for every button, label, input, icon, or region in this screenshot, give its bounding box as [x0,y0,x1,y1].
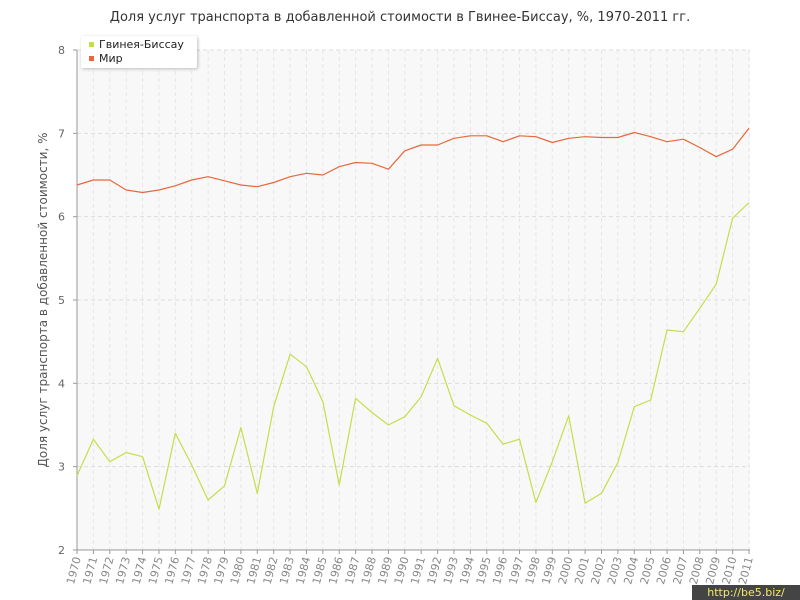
series-lines [76,127,750,510]
y-tick-label: 4 [58,377,65,390]
legend-swatch [89,41,94,47]
grid-lines [76,49,750,550]
y-axis-label: Доля услуг транспорта в добавленной стои… [36,133,50,468]
legend-label: Мир [99,52,123,65]
y-tick-label: 2 [58,544,65,557]
y-tick-label: 7 [58,127,65,140]
legend-label: Гвинея-Биссау [99,38,184,51]
y-tick-labels: 2 3 4 5 6 7 8 [58,44,65,557]
series-line-0 [76,202,750,510]
legend-swatch [89,55,94,61]
x-tick-labels: 1970197119721973197419751976197719781979… [64,555,756,585]
series-line-1 [76,127,750,194]
y-tick-label: 5 [58,294,65,307]
legend-item-world[interactable]: Мир [89,52,123,66]
legend-item-guinea-bissau[interactable]: Гвинея-Биссау [89,38,184,52]
legend: Гвинея-Биссау Мир [81,36,197,68]
axes [73,49,750,554]
y-tick-label: 8 [58,44,65,57]
watermark-link[interactable]: http://be5.biz/ [692,585,800,600]
y-tick-label: 6 [58,211,65,224]
y-tick-label: 3 [58,461,65,474]
chart-title: Доля услуг транспорта в добавленной стои… [109,10,691,25]
